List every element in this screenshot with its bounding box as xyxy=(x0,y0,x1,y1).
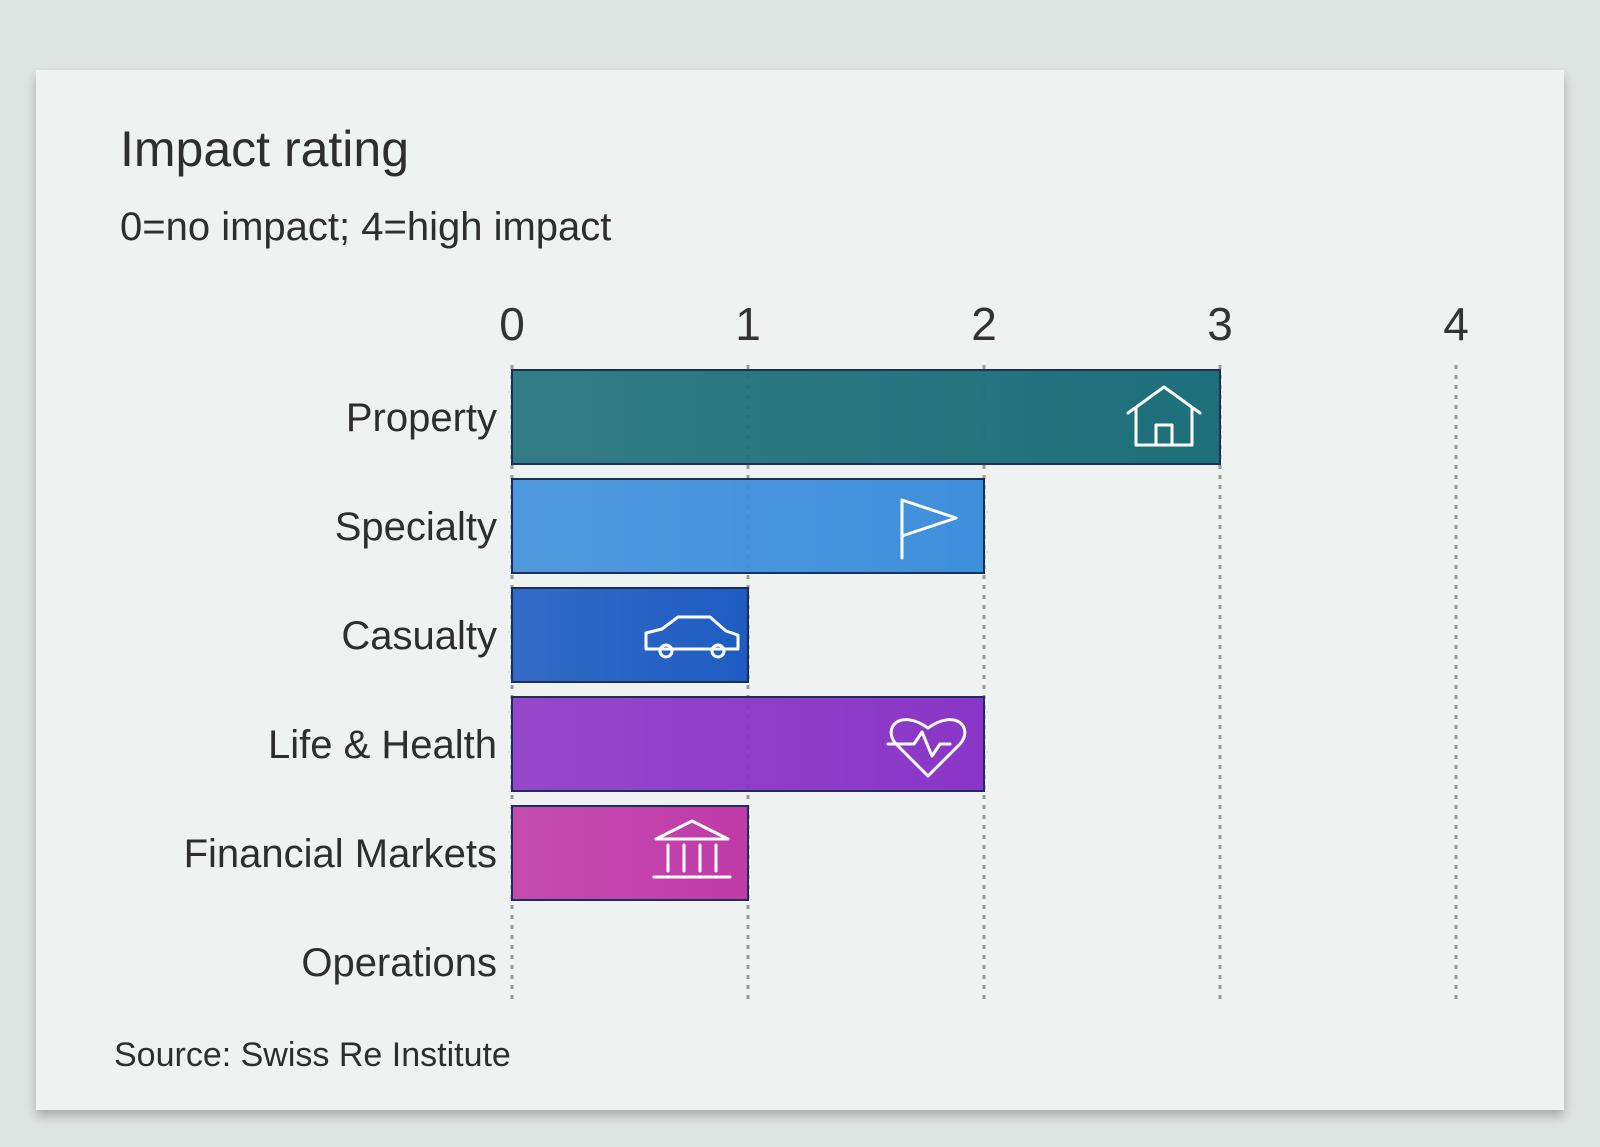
category-label: Life & Health xyxy=(268,723,497,767)
source-note: Source: Swiss Re Institute xyxy=(114,1036,511,1074)
bar-property xyxy=(511,369,1221,465)
heart-pulse-icon xyxy=(886,718,967,778)
car-icon xyxy=(644,615,740,659)
chart-title: Impact rating xyxy=(120,121,410,177)
bar-casualty xyxy=(511,587,749,683)
chart-subtitle: 0=no impact; 4=high impact xyxy=(120,205,612,249)
x-tick-label-4: 4 xyxy=(1443,298,1469,350)
chart-card xyxy=(36,70,1564,1110)
x-tick-label-3: 3 xyxy=(1207,298,1233,350)
category-label: Specialty xyxy=(335,505,497,549)
bar-specialty xyxy=(511,478,985,574)
x-tick-label-0: 0 xyxy=(499,298,525,350)
bank-icon xyxy=(652,819,732,879)
x-tick-label-2: 2 xyxy=(971,298,997,350)
x-tick-label-1: 1 xyxy=(735,298,761,350)
category-label: Property xyxy=(346,396,497,440)
house-icon xyxy=(1126,385,1202,447)
bar-financial-markets xyxy=(511,805,749,901)
category-label: Casualty xyxy=(341,614,497,658)
flag-icon xyxy=(900,498,958,560)
category-label: Financial Markets xyxy=(184,832,497,876)
category-label: Operations xyxy=(301,941,497,985)
